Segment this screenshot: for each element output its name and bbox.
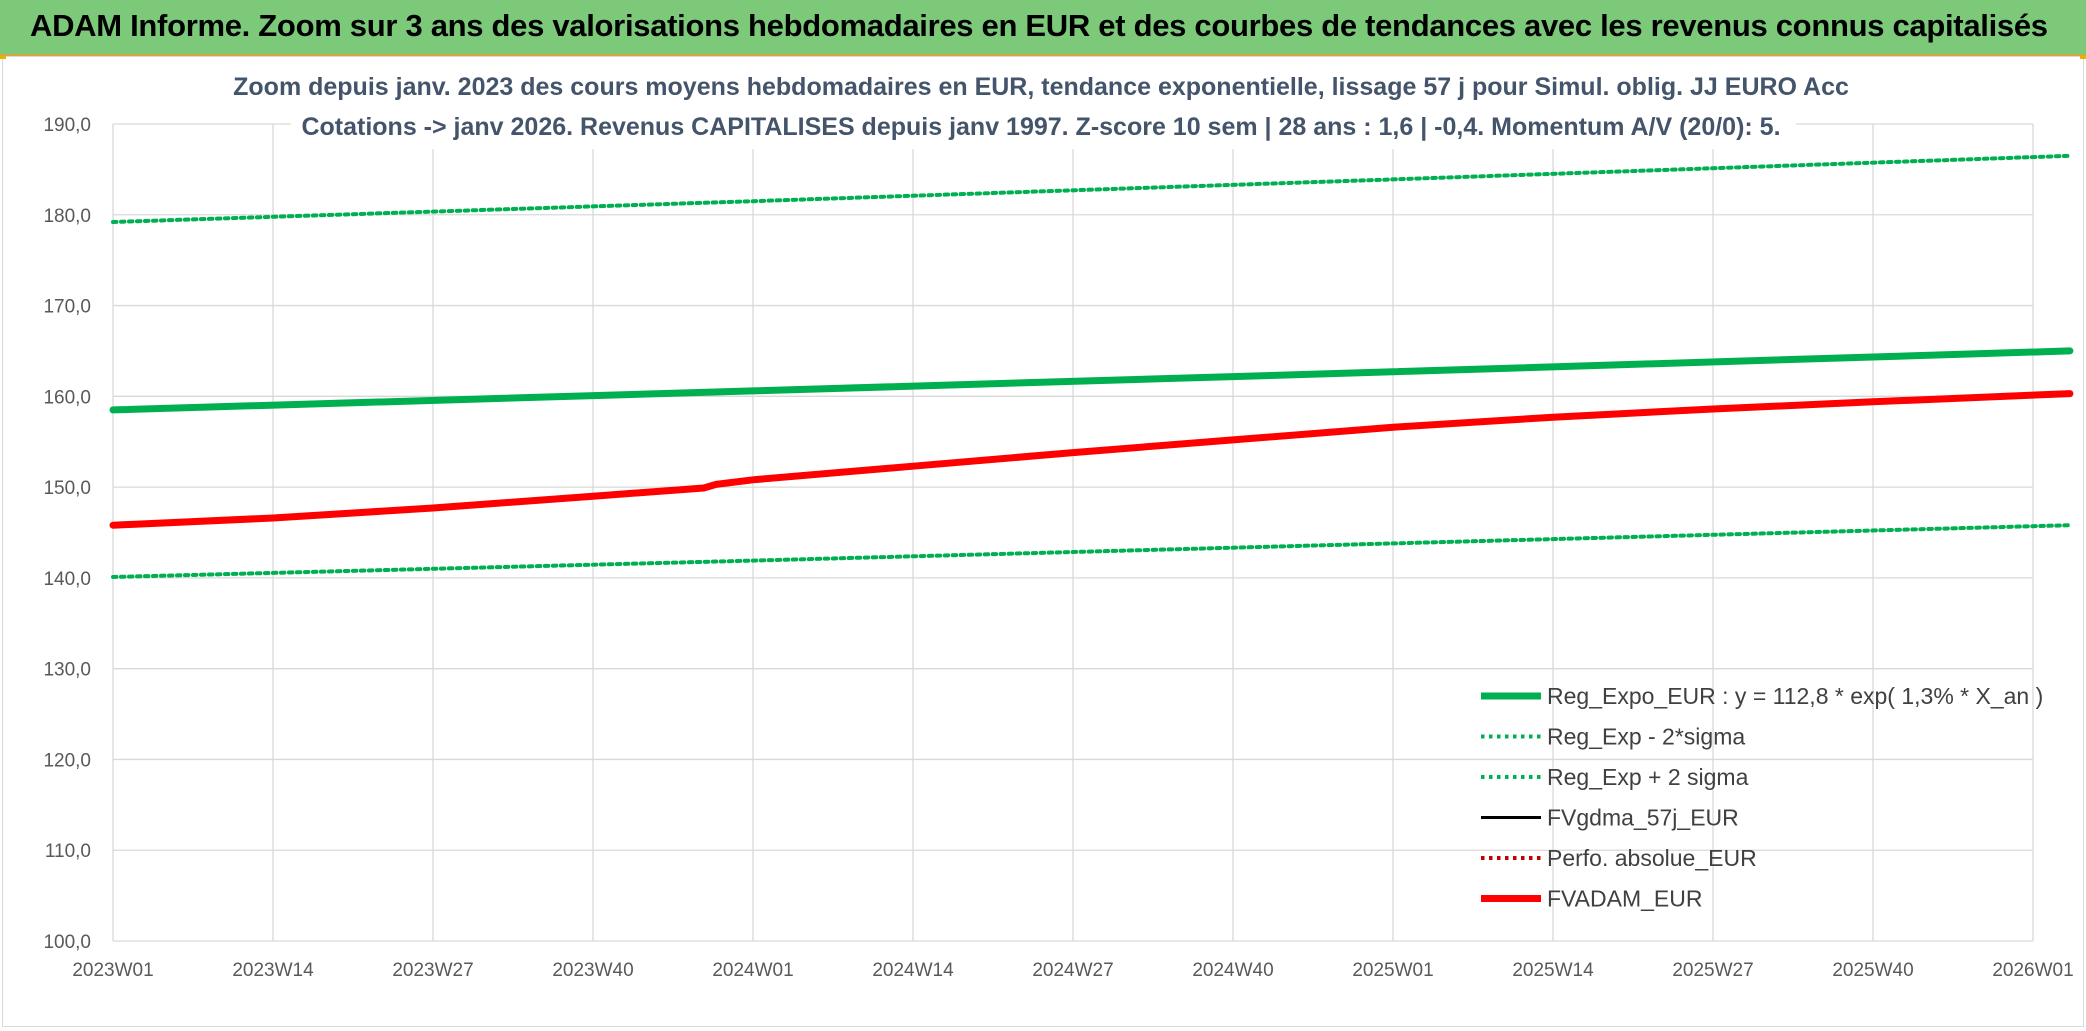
legend-label: FVgdma_57j_EUR [1547, 805, 1739, 831]
y-axis-ticks: 100,0 110,0 120,0 130,0 140,0 150,0 160,0 170,0… [43, 115, 91, 953]
y-tick-label: 100,0 [43, 932, 91, 953]
y-tick-label: 150,0 [43, 478, 91, 499]
report-title: ADAM Informe. Zoom sur 3 ans des valoris… [30, 8, 2048, 43]
y-tick-label: 140,0 [43, 569, 91, 590]
chart-area: 100,0 110,0 120,0 130,0 140,0 150,0 160,0 170,0… [2, 56, 2084, 1027]
x-tick-label: 2025W01 [1352, 960, 1433, 981]
y-tick-label: 110,0 [45, 841, 91, 862]
legend-label: Reg_Expo_EUR : y = 112,8 * exp( 1,3% * X… [1547, 683, 2043, 709]
chart-title: Zoom depuis janv. 2023 des cours moyens … [233, 59, 1849, 149]
corner-mark [0, 56, 6, 59]
legend-label: Perfo. absolue_EUR [1547, 845, 1757, 871]
x-tick-label: 2024W14 [872, 960, 954, 981]
y-tick-label: 190,0 [43, 115, 91, 136]
chart-title-line-2: Cotations -> janv 2026. Revenus CAPITALI… [301, 113, 1780, 141]
series-lines [109, 153, 2074, 579]
x-tick-label: 2025W27 [1672, 960, 1753, 981]
legend-label: FVADAM_EUR [1547, 886, 1703, 912]
x-tick-label: 2023W40 [552, 960, 633, 981]
y-tick-label: 170,0 [43, 297, 91, 318]
series-line-2 [111, 153, 2072, 224]
gridlines [112, 123, 2034, 942]
corner-mark [2080, 56, 2086, 59]
x-tick-label: 2025W40 [1832, 960, 1913, 981]
y-tick-label: 130,0 [43, 660, 91, 681]
header-banner: ADAM Informe. Zoom sur 3 ans des valoris… [0, 0, 2086, 56]
chart-legend: Reg_Expo_EUR : y = 112,8 * exp( 1,3% * X… [1481, 683, 2043, 912]
x-tick-label: 2026W01 [1992, 960, 2073, 981]
y-tick-label: 120,0 [43, 750, 91, 771]
x-tick-label: 2024W01 [712, 960, 793, 981]
legend-label: Reg_Exp - 2*sigma [1547, 724, 1745, 750]
x-tick-label: 2023W27 [392, 960, 473, 981]
chart-title-background [291, 59, 1796, 149]
series-line-5 [109, 390, 2074, 529]
chart-title-line-1: Zoom depuis janv. 2023 des cours moyens … [233, 73, 1849, 101]
y-tick-label: 160,0 [43, 387, 91, 408]
line-chart: 100,0 110,0 120,0 130,0 140,0 150,0 160,0 170,0… [43, 59, 2074, 981]
y-tick-label: 180,0 [43, 206, 91, 227]
x-tick-label: 2023W01 [72, 960, 153, 981]
x-tick-label: 2023W14 [232, 960, 314, 981]
x-axis-ticks: 2023W01 2023W14 2023W27 2023W40 2024W01 2024W… [72, 960, 2073, 981]
x-tick-label: 2025W14 [1512, 960, 1594, 981]
legend-label: Reg_Exp + 2 sigma [1547, 764, 1749, 790]
x-tick-label: 2024W40 [1192, 960, 1273, 981]
series-line-1 [111, 523, 2072, 579]
series-line-0 [109, 347, 2074, 414]
x-tick-label: 2024W27 [1032, 960, 1113, 981]
